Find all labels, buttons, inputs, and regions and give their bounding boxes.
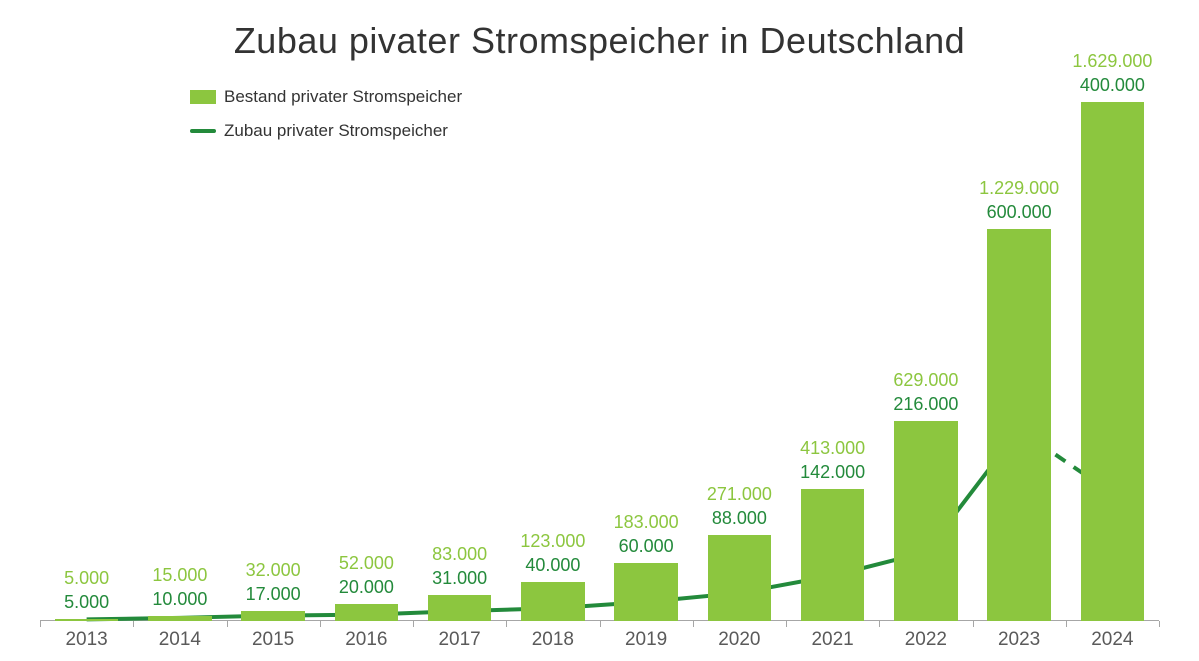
bar-value-label: 629.000 xyxy=(893,370,958,391)
bar-value-label: 52.000 xyxy=(339,553,394,574)
bar-value-label: 413.000 xyxy=(800,438,865,459)
bar xyxy=(708,535,771,621)
bar xyxy=(335,604,398,621)
plot-area: 20135.0005.000201415.00010.000201532.000… xyxy=(40,60,1159,621)
bar xyxy=(1081,102,1144,621)
x-tick xyxy=(786,621,787,627)
bar xyxy=(614,563,677,621)
bar xyxy=(241,611,304,621)
bar-value-label: 83.000 xyxy=(432,544,487,565)
bar xyxy=(55,619,118,621)
line-value-label: 88.000 xyxy=(712,508,767,529)
bar xyxy=(987,229,1050,621)
bar-value-label: 271.000 xyxy=(707,484,772,505)
x-axis-label: 2023 xyxy=(998,629,1040,651)
x-axis-label: 2024 xyxy=(1091,629,1133,651)
line-value-label: 600.000 xyxy=(987,202,1052,223)
line-value-label: 20.000 xyxy=(339,577,394,598)
x-axis-label: 2015 xyxy=(252,629,294,651)
bar xyxy=(428,595,491,621)
bar-value-label: 1.229.000 xyxy=(979,178,1059,199)
x-tick xyxy=(506,621,507,627)
bar xyxy=(521,582,584,621)
line-value-label: 60.000 xyxy=(619,536,674,557)
line-value-label: 40.000 xyxy=(525,555,580,576)
x-tick xyxy=(413,621,414,627)
x-axis-label: 2018 xyxy=(532,629,574,651)
line-value-label: 17.000 xyxy=(246,584,301,605)
x-axis-label: 2016 xyxy=(345,629,387,651)
bar-value-label: 15.000 xyxy=(152,565,207,586)
bar-value-label: 5.000 xyxy=(64,568,109,589)
bar xyxy=(801,489,864,621)
bar-value-label: 32.000 xyxy=(246,560,301,581)
x-tick xyxy=(973,621,974,627)
x-axis-label: 2017 xyxy=(438,629,480,651)
x-tick xyxy=(693,621,694,627)
bar-value-label: 123.000 xyxy=(520,531,585,552)
bar-value-label: 183.000 xyxy=(614,512,679,533)
x-axis-label: 2022 xyxy=(905,629,947,651)
x-tick xyxy=(320,621,321,627)
line-value-label: 216.000 xyxy=(893,394,958,415)
chart-title: Zubau pivater Stromspeicher in Deutschla… xyxy=(0,20,1199,62)
line-value-label: 31.000 xyxy=(432,568,487,589)
bar xyxy=(148,616,211,621)
line-value-label: 10.000 xyxy=(152,589,207,610)
x-axis-label: 2013 xyxy=(65,629,107,651)
line-value-label: 5.000 xyxy=(64,592,109,613)
x-tick xyxy=(600,621,601,627)
x-axis-label: 2021 xyxy=(811,629,853,651)
x-tick xyxy=(40,621,41,627)
bar-value-label: 1.629.000 xyxy=(1072,51,1152,72)
line-value-label: 142.000 xyxy=(800,462,865,483)
x-axis-label: 2014 xyxy=(159,629,201,651)
x-axis-label: 2019 xyxy=(625,629,667,651)
x-axis-label: 2020 xyxy=(718,629,760,651)
bar xyxy=(894,421,957,621)
x-tick xyxy=(1066,621,1067,627)
x-tick xyxy=(227,621,228,627)
line-value-label: 400.000 xyxy=(1080,75,1145,96)
x-tick xyxy=(879,621,880,627)
x-tick xyxy=(1159,621,1160,627)
chart-container: Zubau pivater Stromspeicher in Deutschla… xyxy=(0,0,1199,661)
x-tick xyxy=(133,621,134,627)
